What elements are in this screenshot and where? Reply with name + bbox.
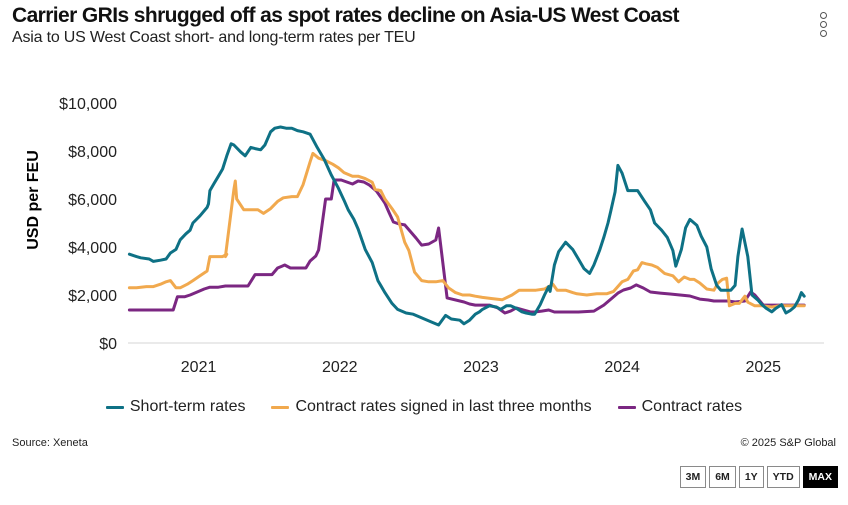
x-tick-label: 2024	[604, 359, 640, 376]
y-axis: $0 $2,000 $4,000 $6,000 $8,000 $10,000	[59, 96, 117, 353]
range-button-6m[interactable]: 6M	[709, 466, 736, 488]
vertical-ellipsis-icon[interactable]	[816, 12, 830, 40]
legend-label: Short-term rates	[129, 398, 246, 415]
x-tick-label: 2022	[322, 359, 358, 376]
legend-item[interactable]: Contract rates signed in last three mont…	[271, 398, 592, 416]
copyright-note: © 2025 S&P Global	[740, 437, 836, 449]
y-axis-title: USD per FEU	[25, 150, 42, 250]
y-tick-label: $4,000	[68, 240, 117, 257]
chart-subtitle: Asia to US West Coast short- and long-te…	[12, 29, 416, 46]
legend-swatch	[105, 405, 124, 409]
x-tick-label: 2023	[463, 359, 499, 376]
y-tick-label: $0	[99, 336, 117, 353]
series-line-contract-rates[interactable]	[127, 178, 806, 315]
y-axis-title-group: USD per FEU	[25, 150, 42, 250]
x-tick-label: 2025	[745, 359, 781, 376]
x-axis: 2021 2022 2023 2024 2025	[181, 359, 781, 376]
y-tick-label: $2,000	[68, 288, 117, 305]
series-line-short-term-rates[interactable]	[127, 125, 806, 327]
legend: Short-term rates Contract rates signed in…	[0, 398, 848, 416]
range-button-max[interactable]: MAX	[802, 466, 838, 488]
range-button-ytd[interactable]: YTD	[766, 466, 800, 488]
range-button-3m[interactable]: 3M	[679, 466, 707, 488]
legend-swatch	[617, 405, 636, 409]
source-note: Source: Xeneta	[12, 437, 88, 449]
legend-item[interactable]: Contract rates	[617, 398, 743, 416]
series-group	[127, 125, 806, 327]
y-tick-label: $8,000	[68, 144, 117, 161]
series-line-contract-rates-signed-in-last-three-months[interactable]	[127, 151, 806, 309]
y-tick-label: $6,000	[68, 192, 117, 209]
legend-label: Contract rates	[641, 398, 743, 415]
chart-title: Carrier GRIs shrugged off as spot rates …	[12, 4, 680, 27]
legend-swatch	[271, 405, 290, 409]
y-tick-label: $10,000	[59, 96, 117, 113]
x-tick-label: 2021	[181, 359, 217, 376]
range-button-1y[interactable]: 1Y	[738, 466, 764, 488]
legend-item[interactable]: Short-term rates	[105, 398, 246, 416]
legend-label: Contract rates signed in last three mont…	[295, 398, 592, 415]
range-selector: 3M 6M 1Y YTD MAX	[679, 466, 838, 488]
line-chart: USD per FEU $0 $2,000 $4,000 $6,000 $8,000 $1…	[25, 96, 824, 376]
